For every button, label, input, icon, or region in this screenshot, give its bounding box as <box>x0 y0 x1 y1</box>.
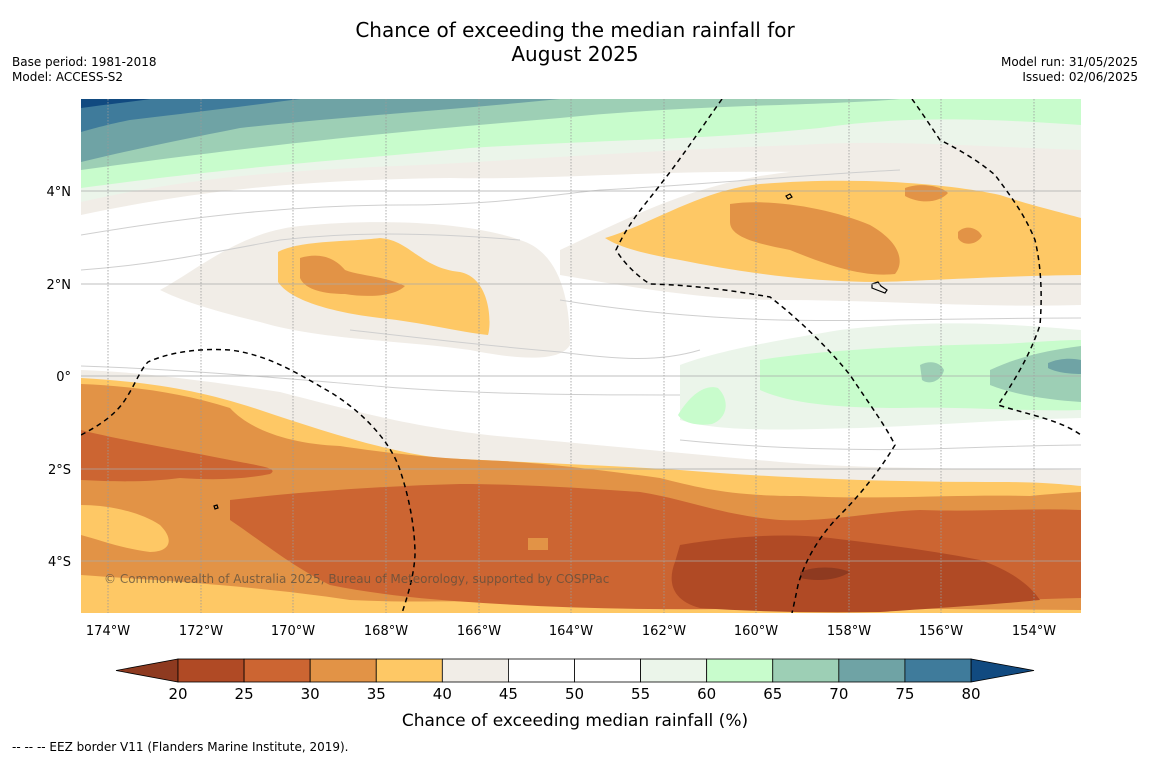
region-orange-south-bottom <box>81 575 1081 613</box>
colorbar-swatch <box>772 658 840 683</box>
colorbar-swatches <box>177 658 972 683</box>
meta-right: Model run: 31/05/2025 Issued: 02/06/2025 <box>1001 55 1138 85</box>
colorbar-swatch <box>574 658 641 683</box>
colorbar-tick-label: 30 <box>301 685 320 703</box>
region-darkorange-northeast <box>730 202 900 275</box>
lat-label: 4°S <box>48 555 71 570</box>
colorbar-swatch <box>838 658 906 683</box>
region-darkorange-ne-spot <box>905 185 948 202</box>
contour-lines <box>81 169 1081 451</box>
colorbar-swatch <box>441 658 509 683</box>
colorbar-under-arrow <box>115 658 179 683</box>
lon-label: 158°W <box>827 624 871 639</box>
parallel-gridlines <box>81 190 1081 562</box>
colorbar-tick-label: 40 <box>433 685 452 703</box>
lon-label: 154°W <box>1012 624 1056 639</box>
issued-date: Issued: 02/06/2025 <box>1022 70 1138 84</box>
eez-legend-footer: -- -- -- EEZ border V11 (Flanders Marine… <box>12 740 349 754</box>
colorbar-tick-label: 60 <box>697 685 716 703</box>
colorbar-swatch <box>309 658 377 683</box>
longitude-labels: 174°W 172°W 170°W 168°W 166°W 164°W 162°… <box>86 624 1056 639</box>
eez-borders <box>81 99 1081 613</box>
colorbar-swatch <box>904 658 972 683</box>
region-blue-north <box>81 99 300 132</box>
region-darkblue-north <box>81 99 150 108</box>
latitude-labels: 4°N 2°N 0° 2°S 4°S <box>47 185 72 570</box>
colorbar-tick-label: 55 <box>631 685 650 703</box>
region-darkorange-ne-spot2 <box>958 227 982 244</box>
meta-left: Base period: 1981-2018 Model: ACCESS-S2 <box>12 55 157 85</box>
region-green-equator-west <box>678 387 726 425</box>
lon-label: 162°W <box>642 624 686 639</box>
lat-label: 4°N <box>47 185 72 200</box>
title-line-2: August 2025 <box>511 42 639 66</box>
lon-label: 156°W <box>919 624 963 639</box>
region-brown-south <box>671 535 1040 613</box>
lon-label: 160°W <box>734 624 778 639</box>
colorbar-over-arrow <box>970 658 1035 683</box>
map-plot-area: © Commonwealth of Australia 2025, Bureau… <box>81 99 1081 613</box>
lat-label: 2°N <box>47 278 72 293</box>
region-green-equator <box>760 340 1081 411</box>
colorbar-tick-label: 45 <box>499 685 518 703</box>
colorbar-swatch <box>375 658 443 683</box>
lon-label: 172°W <box>179 624 223 639</box>
lon-label: 168°W <box>364 624 408 639</box>
lon-label: 166°W <box>457 624 501 639</box>
base-period: Base period: 1981-2018 <box>12 55 157 69</box>
lat-label: 0° <box>56 370 71 385</box>
colorbar-swatch <box>640 658 708 683</box>
region-redbrown-south <box>81 430 273 482</box>
colorbar-tick-label: 25 <box>235 685 254 703</box>
title-line-1: Chance of exceeding the median rainfall … <box>355 18 795 42</box>
region-seagreen-spot <box>920 362 944 383</box>
colorbar-tick-label: 35 <box>367 685 386 703</box>
colorbar-tick-label: 70 <box>829 685 848 703</box>
colorbar-tick-label: 80 <box>961 685 980 703</box>
lon-label: 170°W <box>271 624 315 639</box>
colorbar: 20 25 30 35 40 45 50 55 60 65 70 75 80 Chance of exc… <box>115 658 1035 731</box>
colorbar-tick-label: 75 <box>895 685 914 703</box>
colorbar-swatch <box>243 658 311 683</box>
colorbar-tick-label: 65 <box>763 685 782 703</box>
region-orange-south-west <box>81 505 169 552</box>
colorbar-swatch <box>508 658 575 683</box>
lat-label: 2°S <box>48 463 71 478</box>
colorbar-tick-label: 20 <box>168 685 187 703</box>
coastlines <box>213 193 888 510</box>
copyright-notice: © Commonwealth of Australia 2025, Bureau… <box>104 572 609 586</box>
colorbar-label: Chance of exceeding median rainfall (%) <box>402 711 748 731</box>
region-darkbrown-south <box>800 567 850 580</box>
colorbar-swatch <box>177 658 245 683</box>
colorbar-swatch <box>706 658 774 683</box>
colorbar-tick-labels: 20 25 30 35 40 45 50 55 60 65 70 75 80 <box>168 685 980 703</box>
region-orange-spot <box>528 538 548 550</box>
region-darkorange-northwest <box>300 255 405 296</box>
region-teal-equator <box>1048 358 1081 374</box>
model-run: Model run: 31/05/2025 <box>1000 55 1138 69</box>
colorbar-tick-label: 50 <box>565 685 584 703</box>
map-title: Chance of exceeding the median rainfall … <box>0 18 1150 66</box>
forecast-map: © Commonwealth of Australia 2025, Bureau… <box>47 99 1081 731</box>
lon-label: 164°W <box>549 624 593 639</box>
model-name: Model: ACCESS-S2 <box>12 70 124 84</box>
lon-label: 174°W <box>86 624 130 639</box>
